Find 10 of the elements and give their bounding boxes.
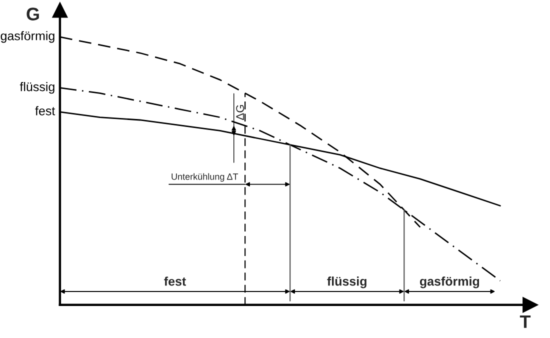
legend-label: gasförmig (0, 31, 54, 43)
annotation: ΔG (236, 105, 244, 120)
y-axis-title: G (26, 8, 39, 20)
annotation: flüssig (327, 276, 366, 288)
series-label: flüssig (20, 82, 54, 94)
annotation: fest (164, 276, 186, 286)
series-label: fest (35, 106, 56, 116)
annotation: gasförmig (420, 276, 480, 288)
x-axis-title: T (520, 315, 531, 328)
annotation: Unterkühlung ΔT (172, 173, 238, 182)
